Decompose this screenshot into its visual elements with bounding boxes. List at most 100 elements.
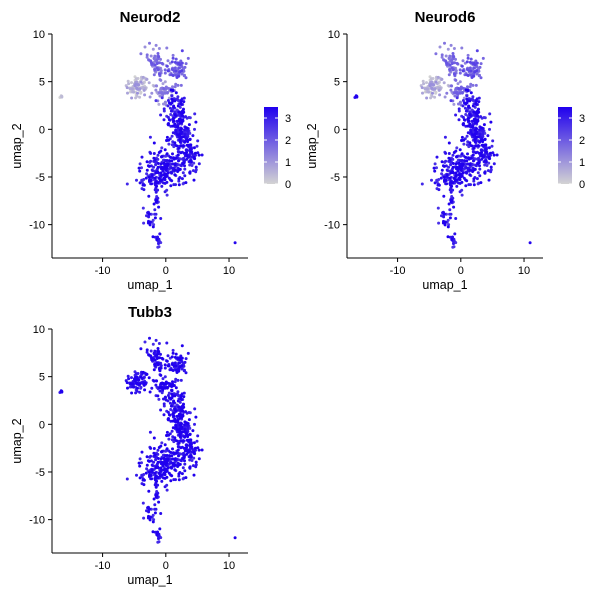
cell-point — [449, 43, 453, 47]
cell-point — [482, 123, 486, 127]
cell-point — [154, 466, 158, 470]
cell-point — [162, 462, 166, 466]
cell-point — [171, 380, 174, 384]
cell-point — [152, 73, 156, 77]
cell-point — [180, 69, 184, 73]
cell-point — [174, 352, 178, 356]
cell-point — [147, 510, 151, 514]
cell-point — [172, 183, 176, 187]
cell-point — [466, 124, 470, 128]
point-group — [58, 41, 237, 249]
cell-point — [197, 153, 201, 157]
cell-point — [181, 135, 185, 139]
cell-point — [171, 124, 175, 128]
cell-point — [429, 77, 433, 81]
cell-point — [468, 66, 472, 70]
cell-point — [138, 390, 142, 394]
cell-point — [431, 91, 434, 95]
cell-point — [176, 399, 180, 403]
cell-point — [170, 355, 174, 359]
cell-point — [159, 512, 163, 515]
y-tick-label: 0 — [334, 124, 340, 136]
cell-point — [183, 65, 187, 69]
cell-point — [180, 364, 184, 368]
cell-point — [181, 162, 185, 166]
colorbar-tick-label: 3 — [285, 113, 291, 125]
cell-point — [148, 179, 151, 183]
cell-point — [160, 450, 163, 454]
cell-point — [126, 91, 129, 95]
cell-point — [156, 530, 159, 534]
cell-point — [141, 75, 145, 79]
cell-point — [200, 448, 204, 452]
cell-point — [475, 61, 479, 65]
cell-point — [168, 159, 171, 163]
cell-point — [165, 488, 169, 492]
cell-point — [171, 131, 175, 135]
cell-point — [455, 61, 459, 65]
cell-point — [192, 473, 196, 477]
cell-point — [178, 434, 182, 438]
cell-point — [159, 69, 163, 73]
cell-point — [466, 131, 470, 135]
cell-point — [152, 447, 156, 450]
cell-point — [193, 446, 197, 450]
cell-point — [162, 397, 165, 401]
cell-point — [466, 162, 470, 166]
cell-point — [425, 81, 428, 85]
cell-point — [475, 49, 479, 53]
cell-point — [425, 87, 429, 91]
cell-point — [470, 125, 474, 129]
cell-point — [495, 153, 499, 157]
cell-point — [163, 190, 167, 194]
cell-point — [464, 155, 467, 159]
cell-point — [183, 360, 187, 364]
cell-point — [484, 150, 488, 154]
cell-point — [152, 518, 156, 522]
cell-point — [150, 182, 154, 186]
cell-point — [166, 69, 170, 73]
cell-point — [157, 245, 161, 249]
cell-point — [474, 144, 478, 148]
cell-point — [175, 144, 178, 148]
cell-point — [471, 150, 475, 154]
cell-point — [468, 173, 472, 177]
cell-point — [183, 164, 186, 168]
cell-point — [465, 60, 469, 64]
cell-point — [126, 79, 130, 83]
cell-point — [480, 126, 483, 130]
cell-point — [159, 78, 163, 82]
cell-point — [167, 391, 171, 395]
cell-point — [443, 95, 447, 99]
cell-point — [151, 520, 155, 524]
cell-point — [139, 80, 143, 84]
cell-point — [180, 177, 184, 181]
cell-point — [155, 357, 159, 360]
cell-point — [458, 190, 462, 194]
cell-point — [182, 74, 186, 78]
cell-point — [458, 80, 462, 84]
cell-point — [478, 65, 482, 69]
y-tick-label: 5 — [39, 372, 45, 384]
cell-point — [173, 436, 177, 440]
cell-point — [182, 69, 186, 73]
cell-point — [149, 454, 153, 458]
cell-point — [125, 86, 129, 90]
cell-point — [468, 85, 472, 89]
cell-point — [450, 237, 454, 241]
cell-point — [181, 430, 185, 434]
cell-point — [155, 237, 159, 241]
cell-point — [452, 91, 456, 95]
cell-point — [180, 422, 183, 426]
cell-point — [451, 162, 455, 165]
cell-point — [476, 171, 480, 175]
cell-point — [166, 59, 170, 63]
cell-point — [475, 120, 479, 124]
cell-point — [450, 90, 454, 94]
cell-point — [165, 386, 169, 390]
cell-point — [468, 60, 472, 64]
cell-point — [184, 476, 188, 480]
cell-point — [168, 106, 172, 110]
cell-point — [147, 489, 151, 493]
cell-point — [460, 193, 464, 197]
